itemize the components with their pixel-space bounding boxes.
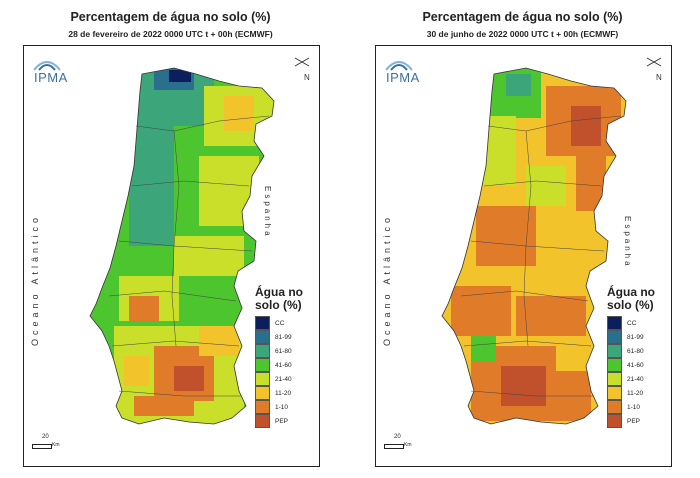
scale-bar-line <box>32 444 52 449</box>
ipma-logo: IPMA <box>382 52 419 86</box>
legend-swatch <box>607 400 622 414</box>
legend-label: 61-80 <box>275 347 292 355</box>
legend-label: PEP <box>275 417 289 425</box>
legend-label: 21-40 <box>627 375 644 383</box>
legend-swatch <box>607 316 622 330</box>
scale-value: 20 <box>394 434 401 440</box>
scale-bar: 20 Km <box>384 434 416 458</box>
map-subtitle: 28 de fevereiro de 2022 0000 UTC t + 00h… <box>68 29 273 39</box>
legend-label: CC <box>627 319 637 327</box>
map-frame: IPMA N Oceano Atlântico Espanha Água no … <box>375 45 672 467</box>
map-legend: Água no solo (%) CC 81-99 61-80 41-60 21… <box>605 286 661 438</box>
legend-item-81-99: 81-99 <box>253 330 309 344</box>
legend-label: 1-10 <box>627 403 641 411</box>
legend-item-pep: PEP <box>253 414 309 428</box>
legend-swatch <box>607 414 622 428</box>
legend-swatch <box>255 358 270 372</box>
map-title: Percentagem de água no solo (%) <box>422 10 623 24</box>
legend-title-line1: Água no <box>607 285 655 299</box>
legend-swatch <box>255 330 270 344</box>
ocean-label: Oceano Atlântico <box>30 213 40 346</box>
legend-label: 41-60 <box>627 361 644 369</box>
map-panel-june: Percentagem de água no solo (%) 30 de ju… <box>360 0 685 470</box>
legend-title-line2: solo (%) <box>607 298 654 312</box>
legend-label: 11-20 <box>275 389 292 397</box>
map-legend: Água no solo (%) CC 81-99 61-80 41-60 21… <box>253 286 309 438</box>
scale-bar: 20 Km <box>32 434 64 458</box>
scale-unit: Km <box>404 442 412 448</box>
legend-label: 81-99 <box>275 333 292 341</box>
legend-item-21-40: 21-40 <box>253 372 309 386</box>
legend-item-61-80: 61-80 <box>605 344 661 358</box>
legend-label: 41-60 <box>275 361 292 369</box>
scale-unit: Km <box>52 442 60 448</box>
spain-label: Espanha <box>263 186 272 239</box>
legend-item-21-40: 21-40 <box>605 372 661 386</box>
legend-item-41-60: 41-60 <box>253 358 309 372</box>
ocean-label: Oceano Atlântico <box>382 213 392 346</box>
legend-swatch <box>607 344 622 358</box>
map-title: Percentagem de água no solo (%) <box>70 10 271 24</box>
legend-item-cc: CC <box>605 316 661 330</box>
legend-swatch <box>255 386 270 400</box>
legend-item-11-20: 11-20 <box>253 386 309 400</box>
legend-swatch <box>255 400 270 414</box>
legend-label: 1-10 <box>275 403 289 411</box>
legend-label: 21-40 <box>275 375 292 383</box>
legend-swatch <box>255 372 270 386</box>
north-label: N <box>304 73 310 82</box>
legend-item-1-10: 1-10 <box>605 400 661 414</box>
scale-bar-line <box>384 444 404 449</box>
map-subtitle: 30 de junho de 2022 0000 UTC t + 00h (EC… <box>426 29 619 39</box>
legend-swatch <box>607 358 622 372</box>
legend-item-cc: CC <box>253 316 309 330</box>
legend-item-41-60: 41-60 <box>605 358 661 372</box>
north-arrow-icon: N <box>646 57 662 82</box>
ipma-logo: IPMA <box>30 52 67 86</box>
legend-item-81-99: 81-99 <box>605 330 661 344</box>
ipma-logo-arcs-icon <box>385 61 413 71</box>
portugal-soil-water-map <box>441 67 627 425</box>
legend-item-61-80: 61-80 <box>253 344 309 358</box>
ipma-logo-text: IPMA <box>386 70 420 85</box>
map-frame: IPMA N Oceano Atlântico Espanha Água no … <box>23 45 320 467</box>
legend-swatch <box>607 386 622 400</box>
map-panel-february: Percentagem de água no solo (%) 28 de fe… <box>8 0 333 470</box>
legend-swatch <box>607 330 622 344</box>
north-arrow-icon: N <box>294 57 310 82</box>
north-label: N <box>656 73 662 82</box>
legend-label: 81-99 <box>627 333 644 341</box>
legend-swatch <box>255 344 270 358</box>
legend-item-1-10: 1-10 <box>253 400 309 414</box>
legend-label: 11-20 <box>627 389 644 397</box>
legend-swatch <box>255 316 270 330</box>
scale-value: 20 <box>42 434 49 440</box>
ipma-logo-arcs-icon <box>33 61 61 71</box>
legend-title-line2: solo (%) <box>255 298 302 312</box>
legend-item-pep: PEP <box>605 414 661 428</box>
ipma-logo-text: IPMA <box>34 70 68 85</box>
portugal-soil-water-map <box>89 67 275 425</box>
legend-swatch <box>255 414 270 428</box>
legend-label: 61-80 <box>627 347 644 355</box>
legend-label: PEP <box>627 417 641 425</box>
legend-item-11-20: 11-20 <box>605 386 661 400</box>
legend-label: CC <box>275 319 285 327</box>
legend-title-line1: Água no <box>255 285 303 299</box>
legend-swatch <box>607 372 622 386</box>
spain-label: Espanha <box>623 216 632 269</box>
